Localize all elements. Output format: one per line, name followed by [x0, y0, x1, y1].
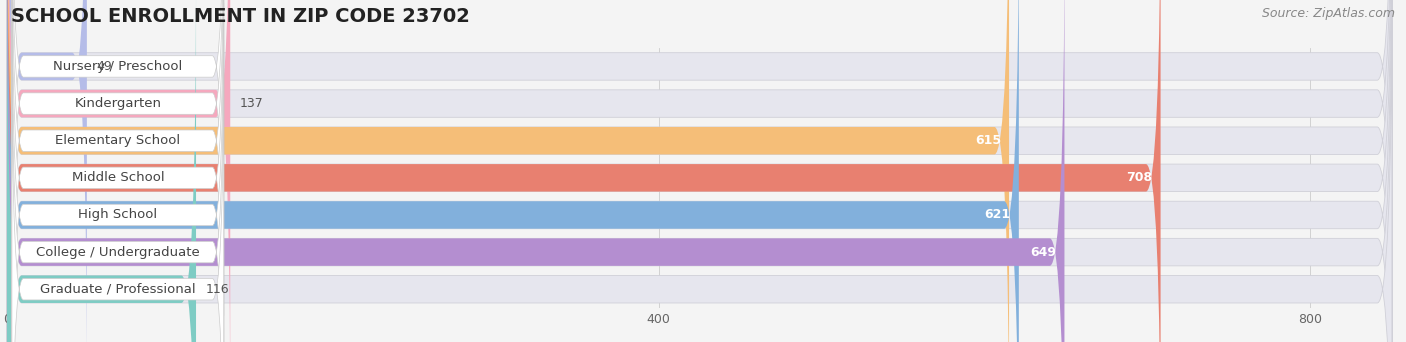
FancyBboxPatch shape	[11, 0, 224, 342]
FancyBboxPatch shape	[7, 0, 1392, 342]
Text: Nursery / Preschool: Nursery / Preschool	[53, 60, 183, 73]
FancyBboxPatch shape	[7, 0, 1392, 342]
FancyBboxPatch shape	[7, 0, 1392, 342]
FancyBboxPatch shape	[11, 0, 224, 342]
Text: Middle School: Middle School	[72, 171, 165, 184]
Text: Graduate / Professional: Graduate / Professional	[39, 283, 195, 296]
FancyBboxPatch shape	[11, 0, 224, 342]
FancyBboxPatch shape	[7, 0, 1392, 342]
FancyBboxPatch shape	[7, 0, 87, 342]
FancyBboxPatch shape	[7, 0, 1392, 342]
Text: 615: 615	[974, 134, 1001, 147]
FancyBboxPatch shape	[7, 0, 1392, 342]
Text: 137: 137	[240, 97, 264, 110]
Text: 708: 708	[1126, 171, 1153, 184]
FancyBboxPatch shape	[7, 0, 231, 342]
Text: SCHOOL ENROLLMENT IN ZIP CODE 23702: SCHOOL ENROLLMENT IN ZIP CODE 23702	[11, 7, 470, 26]
FancyBboxPatch shape	[7, 0, 1064, 342]
Text: Elementary School: Elementary School	[55, 134, 180, 147]
FancyBboxPatch shape	[7, 0, 1010, 342]
FancyBboxPatch shape	[11, 0, 224, 316]
Text: 116: 116	[205, 283, 229, 296]
FancyBboxPatch shape	[7, 0, 195, 342]
Text: 649: 649	[1031, 246, 1056, 259]
Text: Source: ZipAtlas.com: Source: ZipAtlas.com	[1261, 7, 1395, 20]
Text: 621: 621	[984, 209, 1011, 222]
FancyBboxPatch shape	[7, 0, 1160, 342]
FancyBboxPatch shape	[11, 0, 224, 342]
Text: High School: High School	[79, 209, 157, 222]
FancyBboxPatch shape	[7, 0, 1019, 342]
FancyBboxPatch shape	[7, 0, 1392, 342]
FancyBboxPatch shape	[11, 40, 224, 342]
Text: Kindergarten: Kindergarten	[75, 97, 162, 110]
FancyBboxPatch shape	[11, 3, 224, 342]
Text: 49: 49	[97, 60, 112, 73]
Text: College / Undergraduate: College / Undergraduate	[37, 246, 200, 259]
